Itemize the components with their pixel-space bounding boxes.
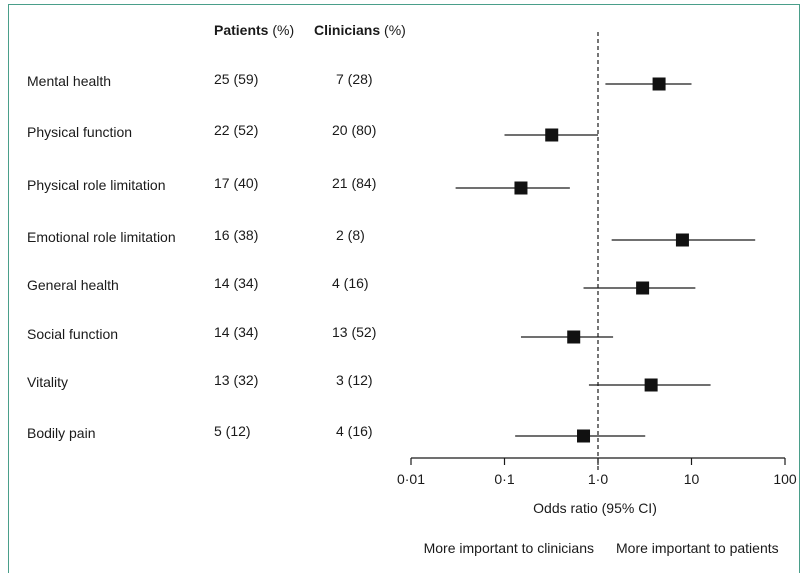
right-annotation: More important to patients <box>616 540 779 556</box>
odds-ratio-marker <box>636 281 650 295</box>
row-label: Social function <box>27 326 119 342</box>
x-tick-label: 0·1 <box>494 471 514 487</box>
patients-value: 22 (52) <box>214 122 259 138</box>
x-tick-label: 10 <box>684 471 700 487</box>
x-tick-label: 0·01 <box>397 471 425 487</box>
figure-frame <box>8 4 800 573</box>
x-tick-label: 100 <box>773 471 797 487</box>
row-label: Physical function <box>27 124 133 140</box>
clinicians-value: 20 (80) <box>332 122 377 138</box>
clinicians-value: 13 (52) <box>332 324 377 340</box>
clinicians-value: 21 (84) <box>332 175 377 191</box>
clinicians-value: 4 (16) <box>332 275 369 291</box>
row-label: Physical role limitation <box>27 177 166 193</box>
patients-value: 17 (40) <box>214 175 259 191</box>
clinicians-value: 4 (16) <box>336 423 373 439</box>
clinicians-value: 3 (12) <box>336 372 373 388</box>
odds-ratio-marker <box>644 378 658 392</box>
x-tick-label: 1·0 <box>588 471 608 487</box>
odds-ratio-marker <box>514 181 528 195</box>
clinicians-value: 7 (28) <box>336 71 373 87</box>
clinicians-value: 2 (8) <box>336 227 365 243</box>
odds-ratio-marker <box>577 429 591 443</box>
odds-ratio-marker <box>675 233 689 247</box>
patients-value: 13 (32) <box>214 372 259 388</box>
patients-value: 5 (12) <box>214 423 251 439</box>
row-label: Emotional role limitation <box>27 229 176 245</box>
clinicians-header: Clinicians (%) <box>314 22 406 38</box>
row-label: Vitality <box>27 374 68 390</box>
patients-value: 14 (34) <box>214 324 259 340</box>
odds-ratio-marker <box>652 77 666 91</box>
x-axis-label: Odds ratio (95% CI) <box>533 500 657 516</box>
patients-value: 14 (34) <box>214 275 259 291</box>
row-label: Bodily pain <box>27 425 96 441</box>
odds-ratio-marker <box>567 330 581 344</box>
patients-header: Patients (%) <box>214 22 295 38</box>
row-label: Mental health <box>27 73 112 89</box>
patients-value: 16 (38) <box>214 227 259 243</box>
left-annotation: More important to clinicians <box>424 540 594 556</box>
patients-value: 25 (59) <box>214 71 259 87</box>
odds-ratio-marker <box>545 128 559 142</box>
row-label: General health <box>27 277 119 293</box>
